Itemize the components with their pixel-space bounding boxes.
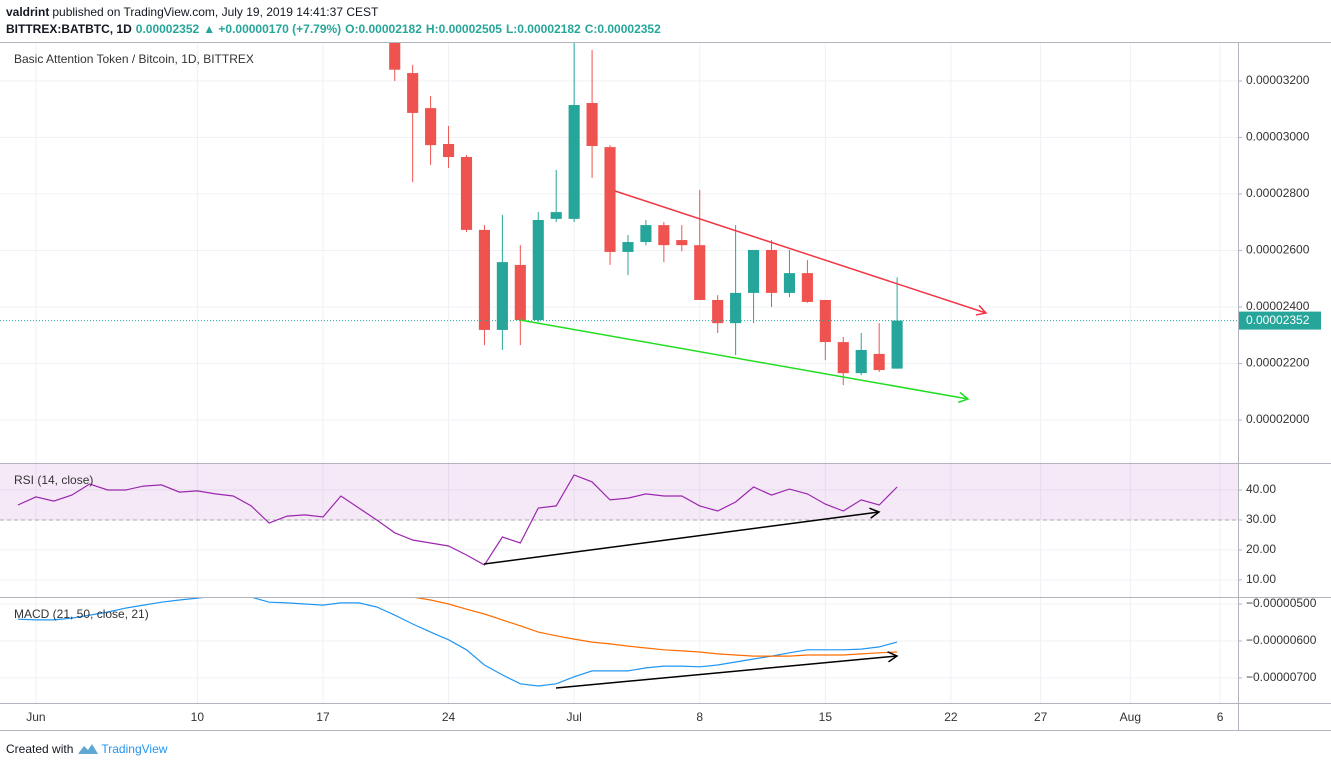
data-layer — [0, 42, 1238, 687]
y-tick-label: 0.00002800 — [1246, 186, 1310, 200]
candle-body — [748, 249, 760, 293]
symbol: BITTREX:BATBTC, 1D — [6, 22, 132, 36]
logo-shape — [78, 744, 99, 754]
y-tick-label: 20.00 — [1246, 542, 1276, 556]
last-price-label: 0.00002352 — [1246, 313, 1310, 327]
candle-body — [496, 262, 508, 330]
candle-body — [407, 73, 419, 113]
brand-logo — [78, 744, 99, 754]
candle-body — [478, 229, 490, 330]
text-layer: Jun 10 17 24 Jul 8 15 22 27 Aug 6 0.00002000 0.00002… — [14, 52, 1321, 724]
chart: Jun 10 17 24 Jul 8 15 22 27 Aug 6 0.00002000 0.00002… — [0, 42, 1331, 731]
author: valdrint — [6, 5, 50, 19]
candle-body — [550, 212, 562, 219]
ohlc-open: O:0.00002182 — [345, 22, 422, 36]
last-price-box — [1239, 311, 1321, 330]
grid-layer — [0, 42, 1238, 703]
rsi-band — [0, 463, 1238, 520]
symbol-line: BITTREX:BATBTC, 1D 0.00002352 ▲ +0.0000017… — [6, 22, 665, 36]
last-price: 0.00002352 — [135, 22, 200, 36]
candle-body — [586, 103, 598, 146]
candle-body — [712, 299, 724, 324]
candle-body — [442, 144, 455, 157]
candle-body — [855, 349, 867, 374]
x-tick-label: 6 — [1217, 710, 1224, 724]
candle-body — [460, 156, 473, 230]
header-line: valdrint published on TradingView.com, Ju… — [6, 5, 382, 19]
y-tick-label: 40.00 — [1246, 482, 1276, 496]
y-tick-label: −0.00000600 — [1246, 633, 1317, 647]
pane — [389, 42, 903, 386]
y-tick-label: 0.00002400 — [1246, 299, 1310, 313]
candle-body — [873, 353, 885, 371]
drawings — [483, 190, 988, 689]
candle-body — [640, 225, 652, 243]
footer: Created with TradingView — [6, 742, 167, 756]
candle-body — [891, 320, 903, 369]
pane-title: MACD (21, 50, close, 21) — [14, 607, 149, 621]
pane — [0, 463, 1238, 566]
macd-divergence-line — [555, 651, 899, 689]
candle-body — [801, 273, 813, 302]
y-tick-label: 0.00002200 — [1246, 356, 1310, 370]
candle-body — [765, 249, 778, 293]
x-tick-label: 17 — [316, 710, 330, 724]
x-tick-label: 8 — [696, 710, 703, 724]
candle-body — [783, 273, 796, 293]
y-tick-label: −0.00000700 — [1246, 670, 1317, 684]
x-tick-label: 22 — [944, 710, 958, 724]
published: published on TradingView.com, July 19, 2… — [52, 5, 379, 19]
ohlc-low: L:0.00002182 — [505, 22, 581, 36]
y-tick-label: 30.00 — [1246, 512, 1276, 526]
candle-body — [389, 42, 401, 70]
x-tick-label: 15 — [819, 710, 833, 724]
y-tick-label: 10.00 — [1246, 572, 1276, 586]
indicator-line — [17, 474, 898, 566]
x-tick-label: Jul — [566, 710, 581, 724]
candle-body — [730, 292, 742, 324]
ohlc-high: H:0.00002505 — [425, 22, 502, 36]
x-tick-label: 27 — [1034, 710, 1048, 724]
pane-title: RSI (14, close) — [14, 473, 93, 487]
support-line — [519, 319, 970, 404]
footer-text: Created with — [6, 742, 74, 756]
x-tick-label: Jun — [26, 710, 45, 724]
footer-brand: TradingView — [101, 742, 168, 756]
indicator-line — [17, 597, 898, 687]
candle-body — [676, 240, 688, 246]
resistance-line — [614, 190, 988, 316]
candle-body — [568, 105, 580, 219]
x-tick-label: Aug — [1120, 710, 1141, 724]
frame — [0, 42, 1331, 731]
ohlc-close: C:0.00002352 — [584, 22, 661, 36]
candle-body — [425, 108, 437, 146]
candle-body — [532, 220, 544, 321]
y-tick-label: 0.00002600 — [1246, 243, 1310, 257]
x-tick-label: 10 — [191, 710, 205, 724]
candle-body — [694, 245, 706, 300]
candle-body — [622, 242, 634, 252]
indicator-line — [409, 597, 898, 657]
pane — [17, 597, 898, 687]
candle-body — [837, 342, 849, 374]
pane-title: Basic Attention Token / Bitcoin, 1D, BIT… — [14, 52, 254, 66]
rsi-divergence-line — [483, 507, 881, 565]
candle-body — [604, 147, 616, 252]
x-tick-label: 24 — [442, 710, 456, 724]
y-tick-label: 0.00003200 — [1246, 73, 1310, 87]
y-tick-label: 0.00003000 — [1246, 130, 1310, 144]
candle-body — [514, 264, 526, 321]
y-tick-label: 0.00002000 — [1246, 412, 1310, 426]
candle-body — [658, 225, 670, 246]
y-tick-label: −0.00000500 — [1246, 596, 1317, 610]
change: ▲ +0.00000170 (+7.79%) — [203, 22, 342, 36]
